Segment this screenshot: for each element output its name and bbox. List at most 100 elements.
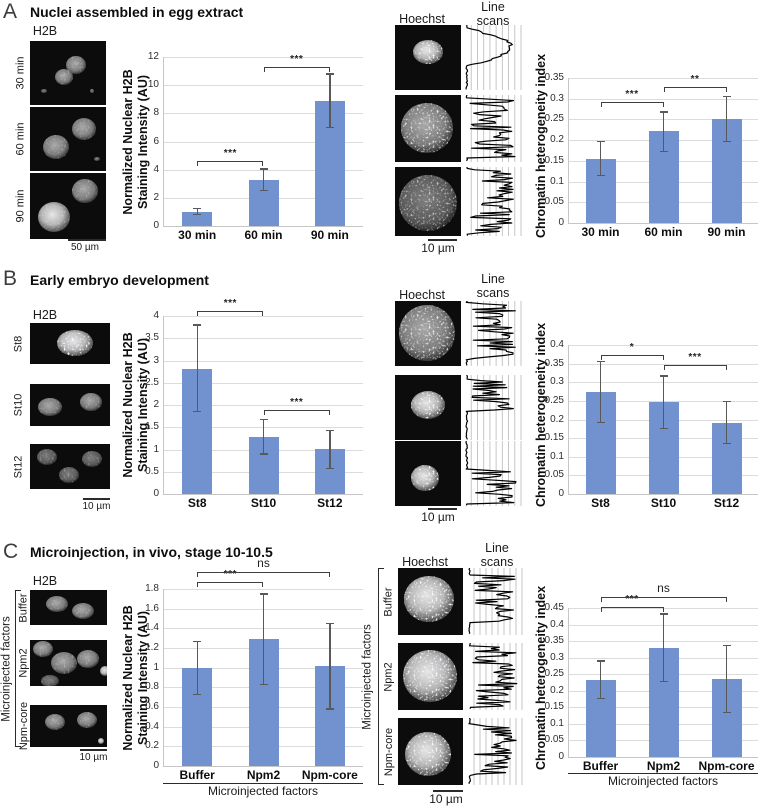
scalebar-b-h2b [83, 498, 110, 500]
chart-h2b-intensity-microinjection: 0 0.2 0.4 0.6 0.8 1 1.2 1.4 1.6 1.8 Buffer Npm2 Npm-… [145, 557, 363, 782]
row-label-90min: 90 min [14, 189, 27, 223]
y-tick-label: 1.8 [145, 583, 159, 594]
scalebar-c-h2b-label: 10 µm [79, 752, 108, 763]
error-bar-cap [325, 622, 334, 625]
micrograph-h2b-npm-core [30, 705, 107, 747]
panel-c-title: Microinjection, in vivo, stage 10-10.5 [30, 544, 273, 560]
micrograph-hoechst-st12 [395, 441, 461, 506]
gridline [164, 405, 363, 406]
y-tick-label: 0.25 [544, 394, 564, 406]
error-bar-cap [193, 213, 202, 216]
significance-bracket [197, 572, 330, 578]
error-bar [599, 661, 602, 699]
significance-label: *** [223, 148, 237, 160]
y-tick-label: 0.05 [544, 734, 564, 746]
micrograph-hoechst-npm2 [398, 643, 463, 710]
significance-label: * [629, 342, 635, 354]
row-label-npm-core-hoechst: Npm-core [383, 727, 396, 776]
error-bar-cap [722, 442, 731, 444]
panel-b-h2b-header: H2B [32, 308, 58, 322]
y-tick-label: 0.2 [550, 413, 564, 425]
micrograph-h2b-st12 [30, 444, 110, 489]
x-category-label: St8 [187, 496, 207, 510]
panel-a-h2b-header: H2B [32, 24, 58, 38]
error-bar-cap [325, 126, 334, 129]
row-label-buffer-hoechst: Buffer [383, 586, 395, 617]
line-scan-st10 [463, 374, 523, 440]
gridline [164, 85, 363, 87]
x-category-label: St8 [591, 496, 610, 510]
error-bar-cap [722, 644, 731, 647]
panel-a-hoechst-header: Hoechst [399, 12, 445, 26]
y-tick-label: 0.15 [544, 701, 564, 713]
micrograph-h2b-st8 [30, 323, 110, 364]
error-bar [599, 361, 602, 423]
y-tick-label: 0.45 [544, 602, 564, 613]
significance-bracket [600, 607, 664, 613]
y-tick-label: 0.1 [550, 450, 564, 462]
significance-label: ns [657, 581, 670, 596]
error-bar-cap [259, 419, 268, 421]
error-bar-cap [659, 375, 668, 377]
chart-h2b-intensity-embryo: 0 0.5 1 1.5 2 2.5 3 3.5 4 St8 St10 St12 *** *** [145, 298, 363, 510]
error-bar-cap [722, 401, 731, 403]
significance-bracket [600, 102, 664, 107]
gridline [164, 338, 363, 340]
y-tick-label: 0.4 [550, 618, 564, 630]
scalebar-b-hoechst [428, 508, 457, 510]
y-tick-label: 0 [558, 217, 564, 228]
panel-b-hoechst-header: Hoechst [399, 288, 445, 302]
error-bar-cap [325, 73, 334, 75]
x-category-label: Npm-core [698, 759, 755, 773]
scalebar-c-h2b [80, 749, 107, 751]
error-bar-cap [193, 693, 202, 695]
gridline [164, 113, 363, 115]
scalebar-a-h2b-label: 50 µm [71, 242, 99, 253]
x-group-underline-c1 [163, 783, 363, 784]
y-tick-label: 0.4 [145, 720, 159, 732]
micrograph-h2b-buffer [30, 590, 107, 625]
error-bar-cap [722, 141, 731, 143]
bar-30-min [182, 211, 213, 226]
gridline [569, 98, 758, 100]
y-tick-label: 0 [153, 488, 159, 499]
panel-c-hoechst-header: Hoechst [402, 555, 448, 569]
error-bar-cap [596, 140, 605, 143]
gridline [569, 363, 758, 365]
x-category-label: 30 min [178, 228, 217, 242]
y-tick-label: 10 [147, 79, 159, 91]
y-tick-label: 0.35 [544, 357, 564, 369]
row-label-st10: St10 [12, 393, 25, 417]
significance-bracket [600, 355, 664, 361]
panel-b-title: Early embryo development [30, 272, 209, 288]
panel-c-letter: C [3, 540, 19, 563]
error-bar [662, 375, 665, 429]
y-tick-label: 0.4 [550, 339, 564, 350]
error-bar [329, 430, 331, 469]
y-tick-label: 0.2 [145, 740, 159, 752]
significance-bracket [663, 364, 727, 370]
gridline [164, 316, 363, 317]
line-scan-60min [463, 94, 523, 162]
significance-label: *** [223, 569, 237, 581]
error-bar-cap [259, 593, 268, 595]
panel-a-letter: A [3, 0, 18, 23]
row-label-npm-core: Npm-core [18, 701, 31, 751]
error-bar-cap [259, 189, 268, 191]
micrograph-h2b-npm2 [30, 640, 107, 686]
error-bar-cap [722, 95, 731, 97]
y-tick-label: 4 [153, 163, 159, 175]
error-bar-cap [325, 430, 334, 432]
x-group-label-c2: Microinjected factors [607, 774, 719, 788]
y-tick-label: 1.6 [145, 602, 159, 614]
y-tick-label: 0.25 [544, 113, 564, 125]
x-category-label: St12 [713, 496, 740, 510]
error-bar-cap [596, 360, 605, 363]
row-label-npm2: Npm2 [18, 648, 30, 678]
y-tick-label: 0.3 [550, 92, 564, 104]
x-category-label: St12 [317, 496, 343, 510]
y-axis-title-c-h2b: Normalized Nuclear H2B Staining Intensit… [121, 605, 150, 751]
gridline [164, 360, 363, 362]
error-bar-cap [659, 613, 668, 615]
error-bar [662, 112, 665, 152]
